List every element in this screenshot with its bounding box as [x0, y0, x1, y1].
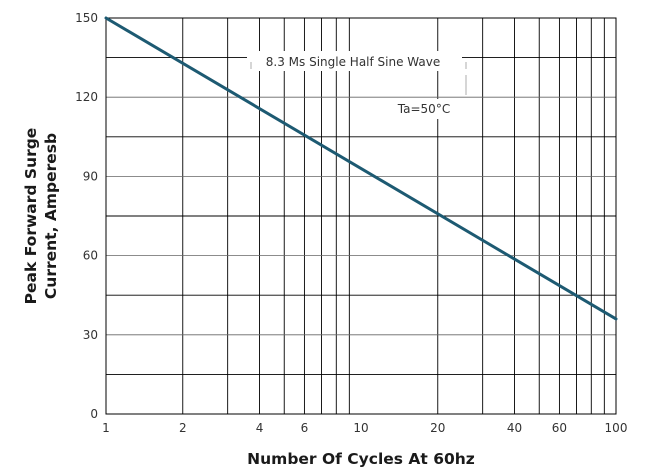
annotation-box-top — [247, 51, 462, 71]
y-axis-title-line-2: Current, Amperesb — [42, 133, 60, 299]
series-layer — [104, 16, 618, 321]
plot-frame — [105, 17, 617, 415]
x-tick-labels: 1 2 4 6 10 20 40 60 100 — [102, 421, 627, 435]
series-line-0 — [104, 16, 618, 321]
y-tick-label: 30 — [83, 328, 98, 342]
y-tick-labels: 0 30 60 90 120 150 — [75, 11, 98, 421]
y-tick-label: 150 — [75, 11, 98, 25]
x-tick-label: 6 — [301, 421, 309, 435]
x-tick-label: 2 — [179, 421, 187, 435]
x-tick-label: 10 — [353, 421, 368, 435]
y-tick-label: 120 — [75, 90, 98, 104]
y-tick-label: 0 — [90, 407, 98, 421]
annotation-waveform: 8.3 Ms Single Half Sine Wave — [266, 55, 440, 69]
major-horizontal-gridlines — [106, 96, 616, 336]
x-tick-label: 20 — [430, 421, 445, 435]
y-tick-label: 60 — [83, 249, 98, 263]
x-tick-label: 40 — [507, 421, 522, 435]
annotation-box-bottom — [390, 99, 465, 119]
x-axis-title: Number Of Cycles At 60hz — [247, 450, 475, 468]
y-tick-label: 90 — [83, 169, 98, 183]
annotation-temperature: Ta=50°C — [397, 102, 450, 116]
x-tick-label: 1 — [102, 421, 110, 435]
y-axis-title-line-1: Peak Forward Surge — [22, 128, 40, 305]
x-tick-label: 100 — [605, 421, 628, 435]
x-tick-label: 4 — [256, 421, 264, 435]
x-tick-label: 60 — [552, 421, 567, 435]
